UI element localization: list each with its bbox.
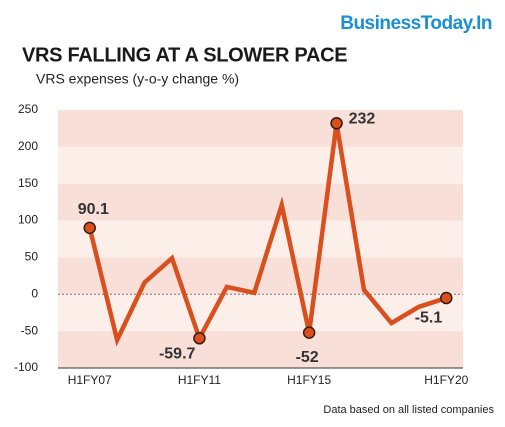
y-tick-label: 100: [18, 213, 38, 227]
value-label: -5.1: [415, 309, 443, 326]
footnote: Data based on all listed companies: [323, 404, 494, 416]
marker: [330, 117, 343, 130]
grid-band: [58, 183, 463, 221]
x-tick-label: H1FY07: [68, 373, 112, 387]
marker: [440, 291, 453, 305]
y-tick-label: 50: [25, 250, 39, 264]
y-tick-label: 200: [18, 139, 38, 153]
x-tick-label: H1FY11: [178, 373, 221, 387]
brand: BusinessToday.In: [340, 13, 492, 34]
grid-band: [58, 110, 463, 147]
value-label: 90.1: [78, 201, 109, 218]
grid-band: [58, 220, 463, 258]
chart-subtitle: VRS expenses (y-o-y change %): [36, 71, 239, 87]
y-tick-label: 150: [18, 176, 38, 190]
y-tick-label: 0: [31, 286, 38, 300]
chart-title: VRS FALLING AT A SLOWER PACE: [22, 44, 347, 66]
value-label: -59.7: [159, 346, 196, 363]
marker: [83, 221, 96, 235]
value-label: -52: [296, 349, 319, 366]
grid-band: [58, 146, 463, 184]
grid-band: [58, 331, 463, 368]
marker: [193, 332, 206, 345]
y-tick-label: -100: [14, 360, 38, 374]
marker: [302, 326, 316, 339]
x-tick-label: H1FY20: [424, 373, 468, 387]
grid-band: [58, 294, 463, 332]
line-series: [87, 122, 447, 347]
value-label: 232: [349, 110, 376, 127]
y-tick-label: -50: [21, 323, 39, 337]
y-tick-label: 250: [18, 102, 38, 116]
x-tick-label: H1FY15: [287, 373, 331, 387]
